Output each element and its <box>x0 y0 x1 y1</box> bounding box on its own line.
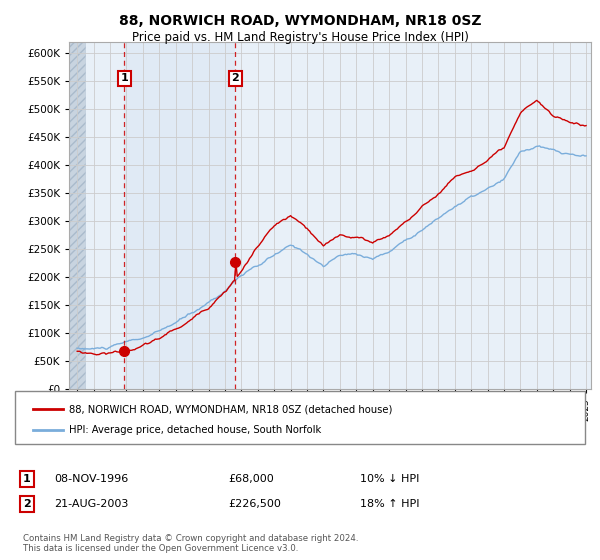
Text: Contains HM Land Registry data © Crown copyright and database right 2024.
This d: Contains HM Land Registry data © Crown c… <box>23 534 358 553</box>
Text: 2: 2 <box>23 499 31 509</box>
Text: 88, NORWICH ROAD, WYMONDHAM, NR18 0SZ (detached house): 88, NORWICH ROAD, WYMONDHAM, NR18 0SZ (d… <box>69 404 392 414</box>
Text: 1: 1 <box>23 474 31 484</box>
Text: 08-NOV-1996: 08-NOV-1996 <box>54 474 128 484</box>
Text: £226,500: £226,500 <box>228 499 281 509</box>
Bar <box>124 42 235 389</box>
Text: HPI: Average price, detached house, South Norfolk: HPI: Average price, detached house, Sout… <box>69 424 321 435</box>
Text: Price paid vs. HM Land Registry's House Price Index (HPI): Price paid vs. HM Land Registry's House … <box>131 31 469 44</box>
Text: 2: 2 <box>232 73 239 83</box>
Text: 88, NORWICH ROAD, WYMONDHAM, NR18 0SZ: 88, NORWICH ROAD, WYMONDHAM, NR18 0SZ <box>119 14 481 28</box>
Text: 10% ↓ HPI: 10% ↓ HPI <box>360 474 419 484</box>
Text: 21-AUG-2003: 21-AUG-2003 <box>54 499 128 509</box>
Text: 1: 1 <box>121 73 128 83</box>
Text: 18% ↑ HPI: 18% ↑ HPI <box>360 499 419 509</box>
Text: £68,000: £68,000 <box>228 474 274 484</box>
